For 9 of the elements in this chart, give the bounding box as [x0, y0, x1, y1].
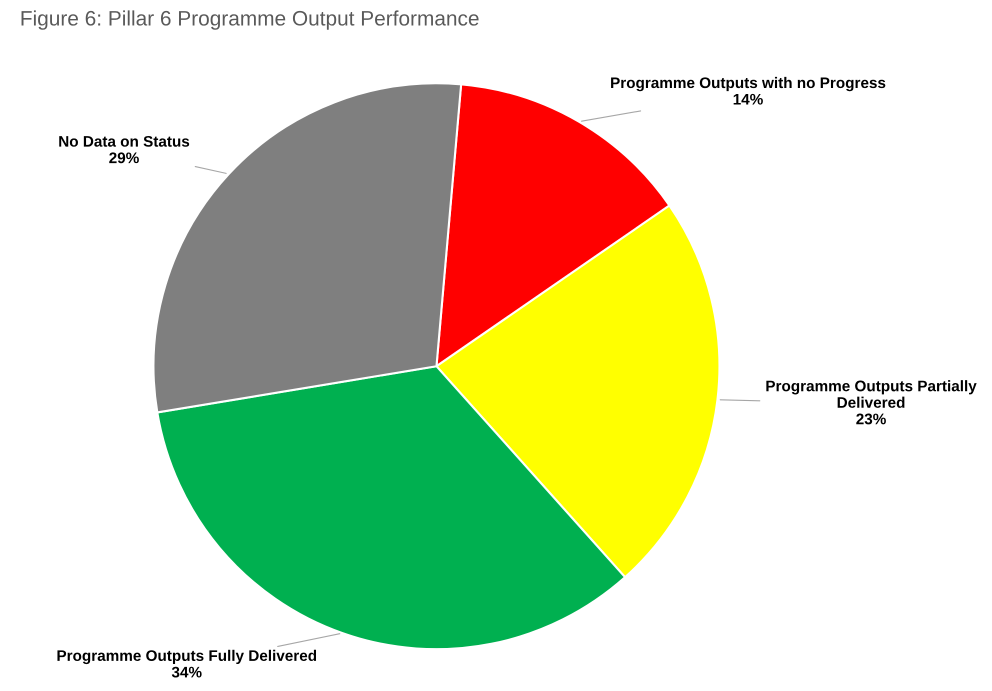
slice-label: Programme Outputs Fully Delivered [57, 650, 316, 664]
data-label: 34% [172, 666, 202, 678]
slice-label: Programme Outputs with no Progress [611, 76, 886, 92]
data-label: 29% [109, 152, 139, 164]
data-label: 14% [734, 94, 763, 105]
slice-label: Programme Outputs Partially Delivered [766, 380, 977, 408]
slice-label: No Data on Status [59, 136, 190, 147]
chart-title: Figure 6: Pillar 6 Programme Output Performance [22, 10, 479, 30]
data-label: 23% [856, 414, 886, 424]
